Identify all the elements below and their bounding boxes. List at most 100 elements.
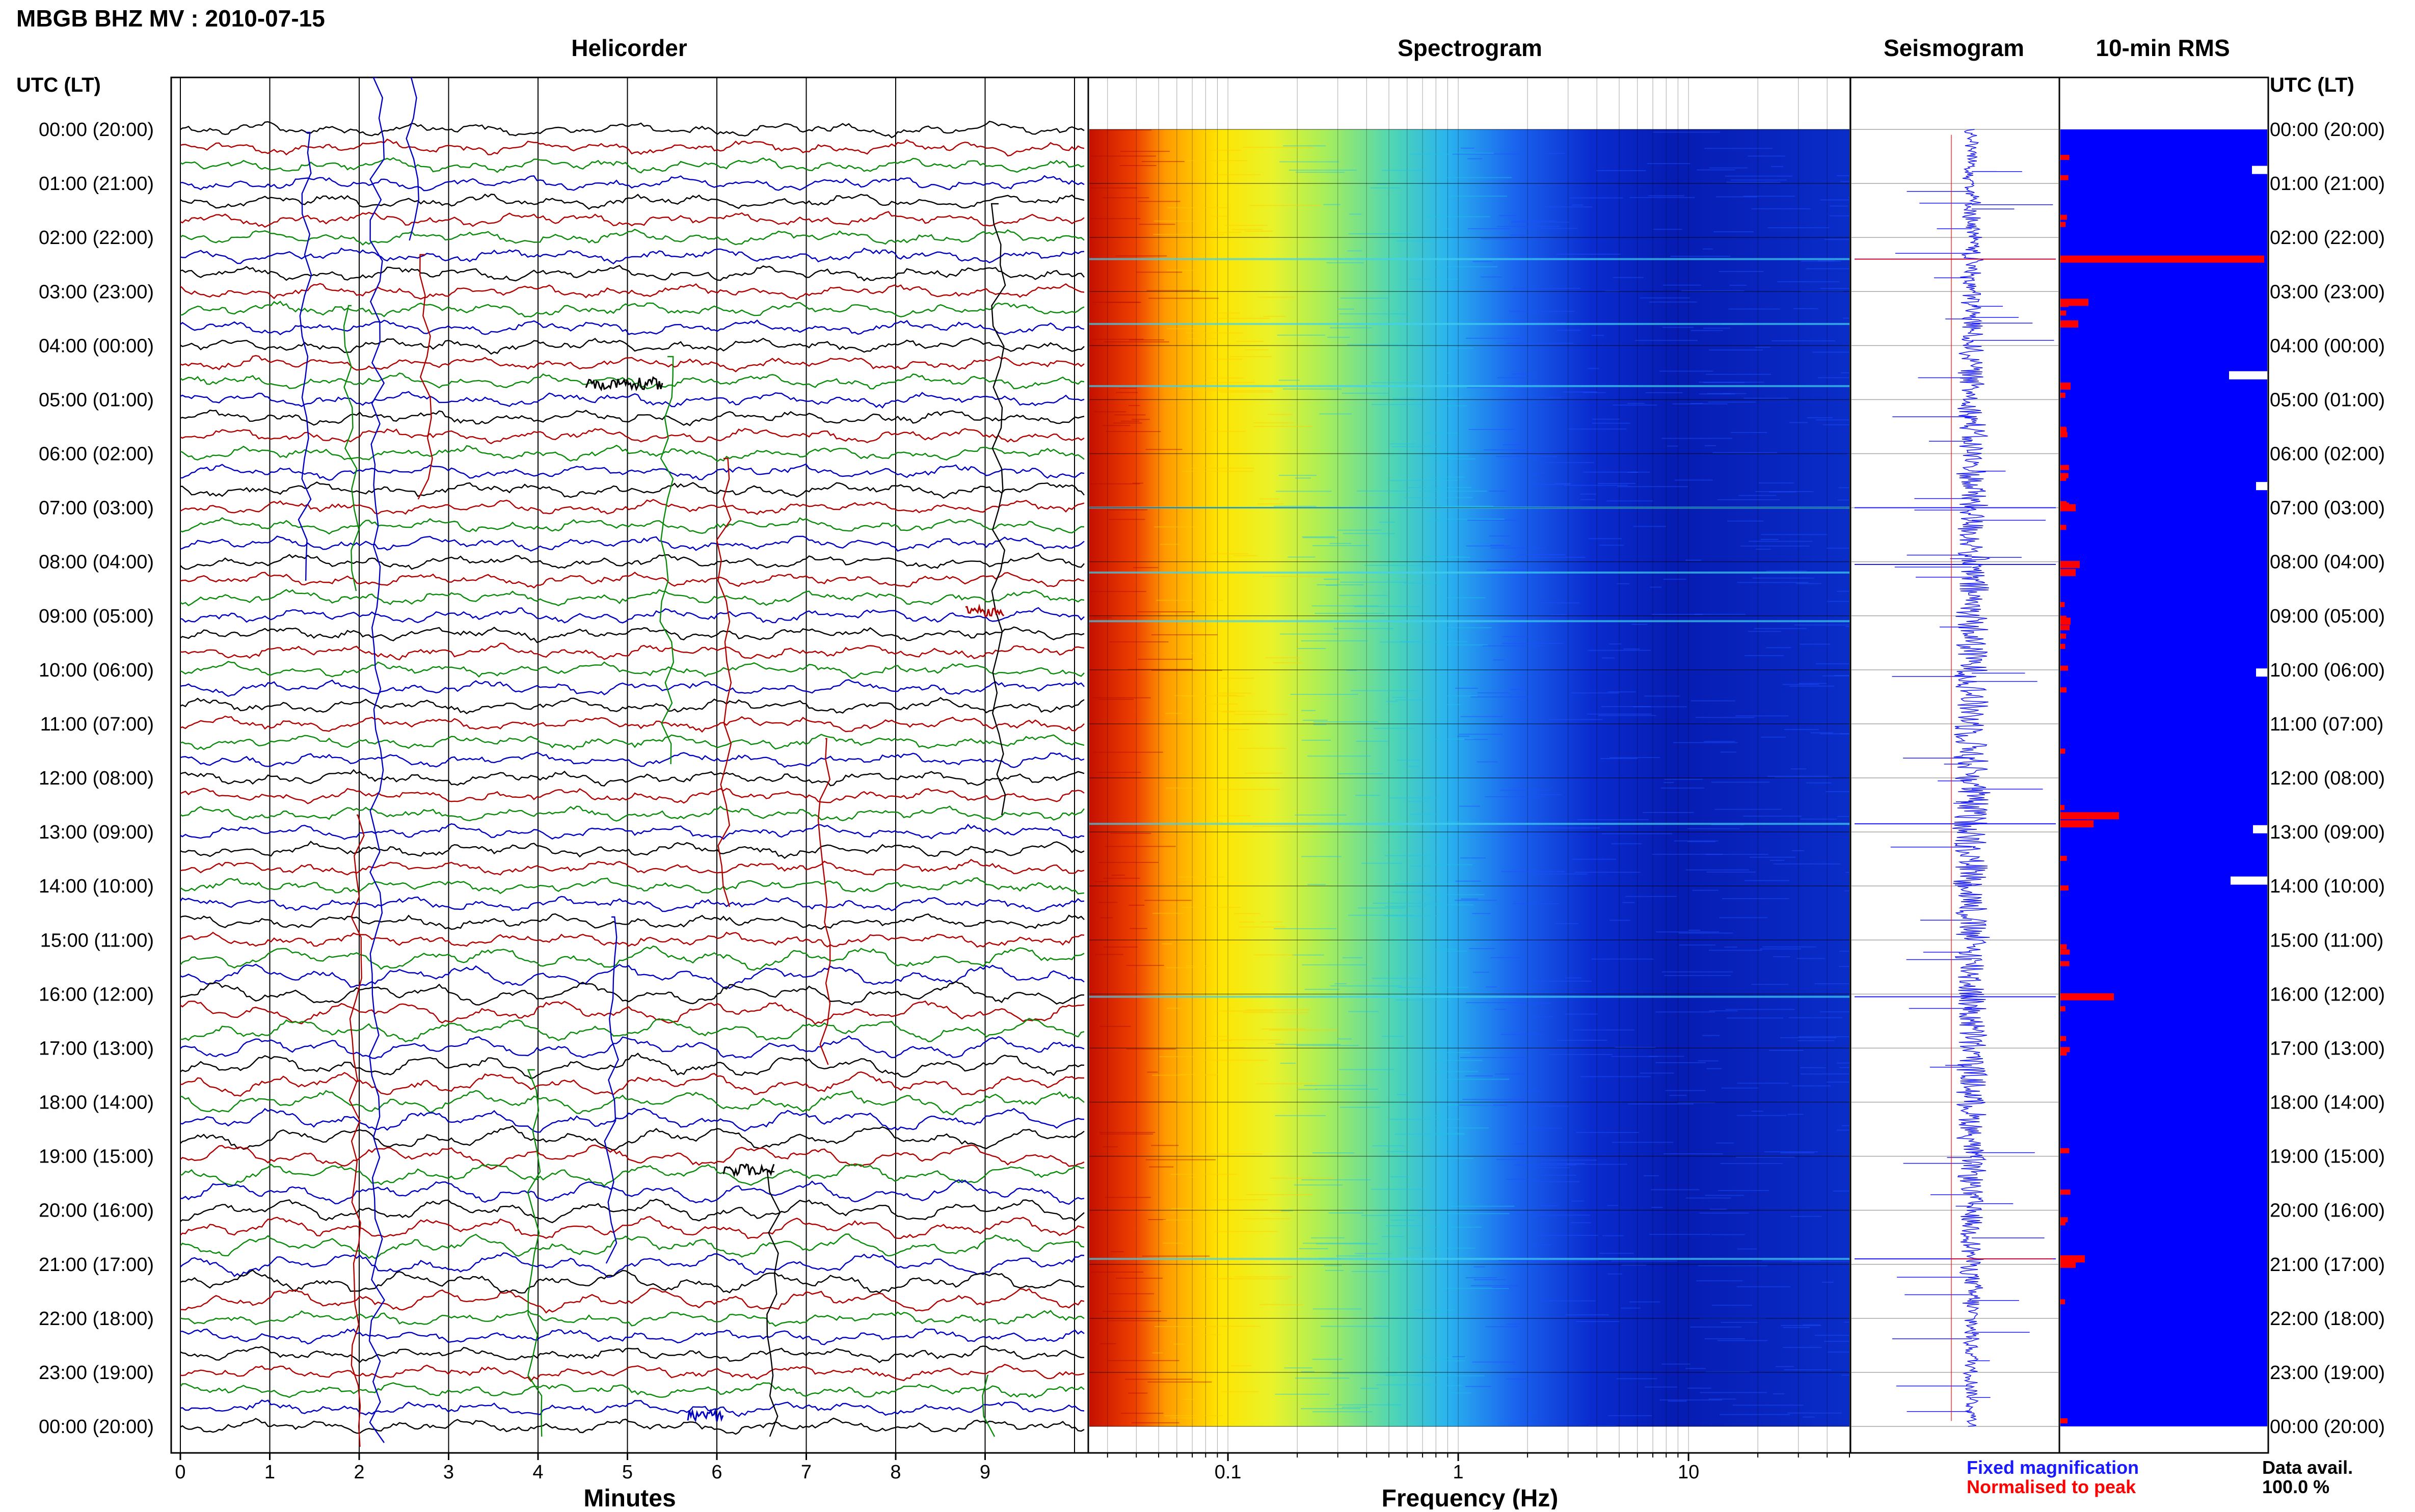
spectrogram-texture [1699, 382, 1764, 383]
time-label-left: 20:00 (16:00) [39, 1200, 154, 1222]
spectrogram-texture [1436, 519, 1505, 520]
helicorder-trace [180, 1144, 1085, 1170]
spectrogram-texture [1506, 1378, 1530, 1380]
spectrogram-texture [1329, 543, 1352, 544]
spectrogram-panel: 0.1 1 10 Frequency (Hz) [1087, 76, 1917, 1512]
helicorder-trace [180, 841, 1085, 859]
spectrogram-texture [1509, 311, 1575, 312]
spectrogram-texture [1563, 391, 1597, 393]
spectrogram-texture [1609, 920, 1630, 921]
spectrogram-texture [1719, 271, 1764, 272]
spectrogram-texture [1609, 757, 1660, 759]
spectrogram-texture [1385, 1225, 1421, 1226]
spectrogram-texture [1385, 855, 1436, 856]
spectrogram-texture [1166, 967, 1207, 968]
spectrogram-texture [1428, 738, 1474, 740]
spectrogram-texture [1709, 349, 1763, 350]
helicorder-trace [180, 444, 1085, 462]
spectrogram-texture [1091, 338, 1144, 340]
spectrogram-texture [1114, 414, 1146, 416]
spectrogram-texture [1256, 1083, 1318, 1085]
spectrogram-texture [1472, 261, 1492, 262]
helicorder-tick-label: 8 [890, 1462, 901, 1483]
spectrogram-texture [1730, 431, 1767, 433]
spectrogram-texture [1789, 422, 1808, 423]
spectrogram-texture [1436, 1157, 1473, 1159]
helicorder-trace [180, 1364, 1085, 1383]
spectrogram-texture [1137, 611, 1195, 612]
helicorder-excursion [406, 77, 420, 241]
rms-minor-bar [2060, 625, 2070, 631]
spectrogram-texture [1473, 1266, 1485, 1267]
spectrogram-texture [1337, 773, 1383, 774]
spectrogram-texture [1099, 1131, 1156, 1133]
spectrogram-texture [1372, 978, 1430, 979]
spectrogram-texture [1160, 544, 1180, 545]
spectrogram-texture [1820, 733, 1873, 735]
spectrogram-texture [1532, 981, 1592, 982]
spectrogram-texture [1408, 278, 1458, 280]
spectrogram-texture [1442, 1287, 1509, 1289]
spectrogram-texture [1340, 1106, 1380, 1108]
spectrogram-tick-label: 0.1 [1215, 1462, 1242, 1483]
spectrogram-texture [1428, 1227, 1446, 1228]
spectrogram-texture [1311, 605, 1379, 607]
spectrogram-texture [1136, 272, 1183, 273]
spectrogram-texture [1441, 627, 1492, 629]
spectrogram-texture [1716, 1142, 1734, 1144]
spectrogram-texture [1432, 489, 1445, 490]
helicorder-trace [180, 535, 1085, 552]
helicorder-tick-label: 5 [622, 1462, 633, 1483]
spectrogram-texture [1275, 1044, 1341, 1045]
spectrogram-texture [1812, 352, 1857, 353]
spectrogram-texture [1522, 1105, 1569, 1107]
spectrogram-texture [1231, 229, 1263, 230]
spectrogram-texture [1194, 1326, 1260, 1327]
spectrogram-texture [1667, 445, 1678, 447]
spectrogram-texture [1736, 1156, 1795, 1158]
spectrogram-texture [1334, 983, 1347, 985]
spectrogram-texture [1299, 1248, 1328, 1250]
spectrogram-texture [1142, 1255, 1210, 1257]
spectrogram-texture [1617, 583, 1630, 584]
spectrogram-texture [1090, 218, 1141, 220]
spectrogram-texture [1571, 1200, 1584, 1202]
spectrogram-texture [1617, 486, 1688, 488]
spectrogram-texture [1729, 284, 1747, 286]
spectrogram-texture [1572, 858, 1616, 860]
spectrogram-texture [1116, 392, 1138, 393]
spectrogram-texture [1446, 695, 1478, 697]
spectrogram-texture [1673, 403, 1728, 404]
spectrogram-texture [1744, 880, 1789, 881]
spectrogram-texture [1349, 233, 1412, 234]
spectrogram-texture [1712, 452, 1778, 453]
spectrogram-texture [1588, 538, 1622, 539]
spectrogram-texture [1564, 484, 1628, 486]
spectrogram-texture [1806, 782, 1832, 784]
spectrogram-texture [1153, 220, 1206, 222]
spectrogram-texture [1337, 1038, 1352, 1040]
spectrogram-texture [1109, 1293, 1155, 1294]
helicorder-trace [180, 1125, 1085, 1151]
spectrogram-texture [1220, 678, 1254, 679]
spectrogram-texture [1246, 1194, 1312, 1195]
spectrogram-texture [1721, 1321, 1758, 1323]
spectrogram-texture [1185, 332, 1243, 334]
spectrogram-texture [1653, 131, 1720, 133]
spectrogram-texture [1346, 670, 1357, 671]
spectrogram-texture [1102, 425, 1131, 426]
rms-minor-bar [2060, 1047, 2070, 1052]
spectrogram-texture [1435, 1132, 1465, 1134]
helicorder-excursion [659, 356, 675, 765]
spectrogram-texture [1102, 1311, 1161, 1312]
spectrogram-texture [1213, 815, 1251, 817]
spectrogram-texture [1243, 1012, 1309, 1013]
spectrogram-texture [1343, 533, 1395, 534]
spectrogram-texture [1196, 721, 1219, 722]
spectrogram-texture [1445, 821, 1460, 823]
spectrogram-texture [1762, 1260, 1821, 1261]
spectrogram-texture [1120, 420, 1140, 422]
spectrogram-texture [1531, 1016, 1553, 1017]
spectrogram-texture [1223, 728, 1250, 730]
